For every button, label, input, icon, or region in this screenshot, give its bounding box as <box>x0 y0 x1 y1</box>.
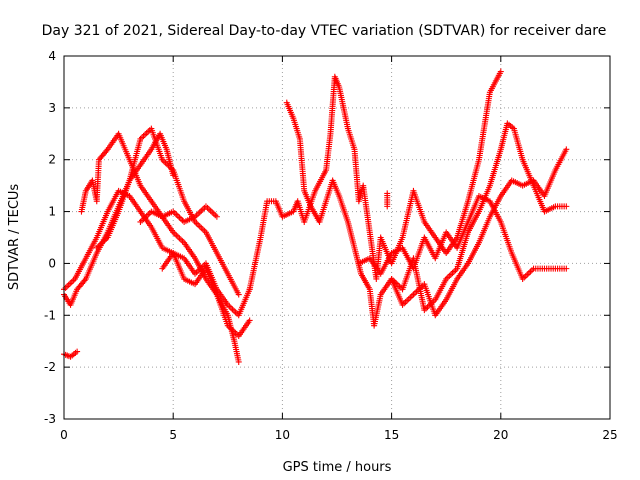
x-tick-label: 15 <box>384 428 399 442</box>
series-s7 <box>159 250 253 340</box>
y-tick-label: -1 <box>44 308 56 322</box>
data-points <box>61 68 570 365</box>
data-point <box>235 291 242 298</box>
series-s12 <box>384 190 391 210</box>
y-tick-label: -2 <box>44 360 56 374</box>
data-point <box>563 203 570 210</box>
y-tick-label: 3 <box>48 101 56 115</box>
chart-title: Day 321 of 2021, Sidereal Day-to-day VTE… <box>42 23 607 39</box>
series-s4 <box>61 187 253 319</box>
series-s10 <box>388 146 570 319</box>
x-axis-label: GPS time / hours <box>283 460 392 475</box>
y-tick-label: 2 <box>48 153 56 167</box>
data-point <box>497 68 504 75</box>
series-s9 <box>283 99 570 329</box>
x-tick-label: 10 <box>275 428 290 442</box>
series-s6 <box>137 203 220 225</box>
data-point <box>213 213 220 220</box>
data-point <box>384 203 391 210</box>
data-point <box>246 317 253 324</box>
x-tick-label: 20 <box>493 428 508 442</box>
series-s8 <box>246 68 504 293</box>
series-s11 <box>355 193 570 282</box>
x-tick-label: 25 <box>602 428 617 442</box>
data-point <box>74 348 81 355</box>
grid-lines <box>64 56 610 419</box>
y-axis-label: SDTVAR / TECUs <box>7 184 22 291</box>
data-point <box>563 146 570 153</box>
x-tick-label: 0 <box>60 428 68 442</box>
y-tick-label: 0 <box>48 256 56 270</box>
y-tick-label: -3 <box>44 412 56 426</box>
plot-frame <box>63 55 611 420</box>
data-point <box>235 358 242 365</box>
series-s5 <box>93 125 242 298</box>
y-tick-label: 1 <box>48 205 56 219</box>
x-tick-label: 5 <box>169 428 177 442</box>
axis-ticks: 0 5 10 15 20 25 -3 -2 -1 0 1 2 3 4 <box>44 49 618 442</box>
data-point <box>563 265 570 272</box>
y-tick-label: 4 <box>48 49 56 63</box>
